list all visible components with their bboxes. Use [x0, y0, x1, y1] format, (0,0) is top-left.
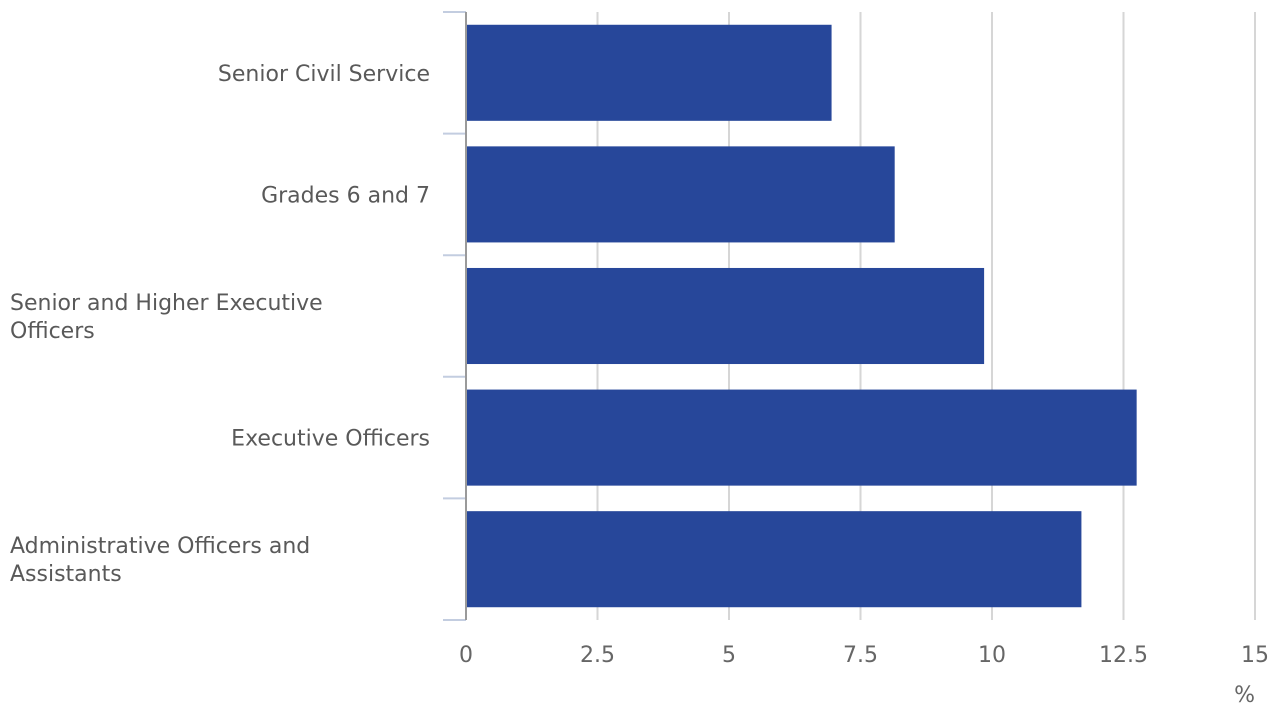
- x-tick-labels: 0 2.5 5 7.5 10 12.5 15: [459, 643, 1269, 668]
- category-label: Senior Civil Service: [218, 62, 430, 87]
- bar: [466, 389, 1137, 486]
- category-label: Executive Officers: [231, 427, 430, 452]
- x-tick-label: 7.5: [843, 643, 878, 668]
- x-tick-label: 12.5: [1099, 643, 1148, 668]
- category-labels: Senior Civil Service Grades 6 and 7 Senior…: [10, 62, 430, 587]
- bars: [466, 24, 1137, 608]
- category-label: Grades 6 and 7: [261, 183, 430, 208]
- x-tick-label: 0: [459, 643, 473, 668]
- x-tick-label: 15: [1241, 643, 1269, 668]
- bar: [466, 146, 895, 243]
- bar: [466, 511, 1082, 608]
- x-tick-label: 5: [722, 643, 736, 668]
- x-tick-label: 2.5: [580, 643, 615, 668]
- category-label: Administrative Officers and Assistants: [10, 534, 310, 587]
- bar: [466, 24, 832, 121]
- x-axis-label: %: [1234, 683, 1255, 708]
- category-ticks: [443, 11, 466, 621]
- bar: [466, 267, 985, 365]
- category-label: Senior and Higher Executive Officers: [10, 291, 323, 344]
- x-tick-label: 10: [978, 643, 1006, 668]
